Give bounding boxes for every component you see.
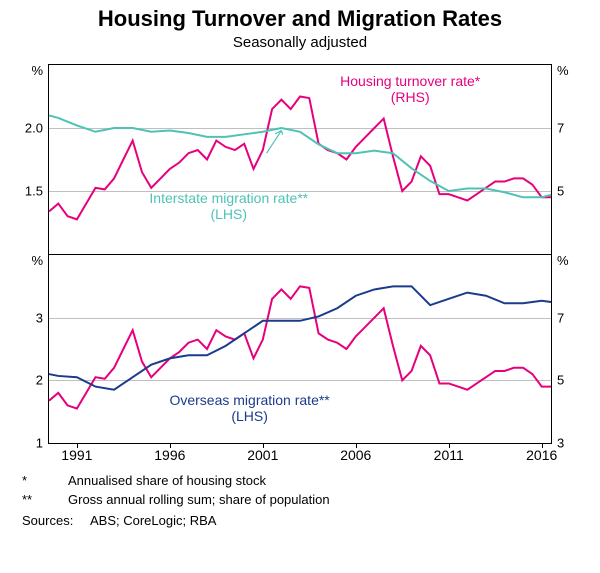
- unit-left: %: [31, 253, 49, 268]
- plot-svg: [49, 255, 551, 443]
- y-right-tick: 5: [551, 373, 564, 388]
- series-line: [49, 286, 551, 408]
- y-left-tick: 2: [36, 373, 49, 388]
- panel-top: %%1.52.057Housing turnover rate*(RHS)Int…: [49, 65, 551, 254]
- series-line: [49, 97, 551, 220]
- y-right-tick: 7: [551, 121, 564, 136]
- unit-right: %: [551, 253, 569, 268]
- chart-subtitle: Seasonally adjusted: [0, 34, 600, 51]
- chart-area: %%1.52.057Housing turnover rate*(RHS)Int…: [48, 64, 552, 444]
- y-right-tick: 5: [551, 184, 564, 199]
- footnote-2-text: Gross annual rolling sum; share of popul…: [68, 491, 330, 510]
- footnotes: * Annualised share of housing stock ** G…: [22, 472, 580, 531]
- y-left-tick: 1.5: [25, 184, 49, 199]
- sources-row: Sources: ABS; CoreLogic; RBA: [22, 512, 580, 531]
- footnote-1-text: Annualised share of housing stock: [68, 472, 266, 491]
- series-line: [49, 286, 551, 389]
- y-right-tick: 7: [551, 310, 564, 325]
- unit-right: %: [551, 63, 569, 78]
- sources-label: Sources:: [22, 512, 90, 531]
- footnote-1-mark: *: [22, 472, 68, 491]
- sources-text: ABS; CoreLogic; RBA: [90, 512, 216, 531]
- panel-bottom: %%123357Overseas migration rate**(LHS)19…: [49, 254, 551, 443]
- footnote-2: ** Gross annual rolling sum; share of po…: [22, 491, 580, 510]
- y-left-tick: 3: [36, 310, 49, 325]
- chart-title: Housing Turnover and Migration Rates: [0, 6, 600, 32]
- x-tick-label: 1991: [61, 443, 92, 463]
- label-arrow: [267, 131, 282, 154]
- y-left-tick: 2.0: [25, 121, 49, 136]
- plot-svg: [49, 65, 551, 254]
- x-tick-label: 2006: [340, 443, 371, 463]
- footnote-2-mark: **: [22, 491, 68, 510]
- unit-left: %: [31, 63, 49, 78]
- footnote-1: * Annualised share of housing stock: [22, 472, 580, 491]
- x-tick-label: 2001: [247, 443, 278, 463]
- x-tick-label: 2011: [434, 443, 464, 463]
- x-tick-label: 1996: [154, 443, 185, 463]
- x-tick-label: 2016: [526, 443, 557, 463]
- y-left-tick: 1: [36, 436, 49, 451]
